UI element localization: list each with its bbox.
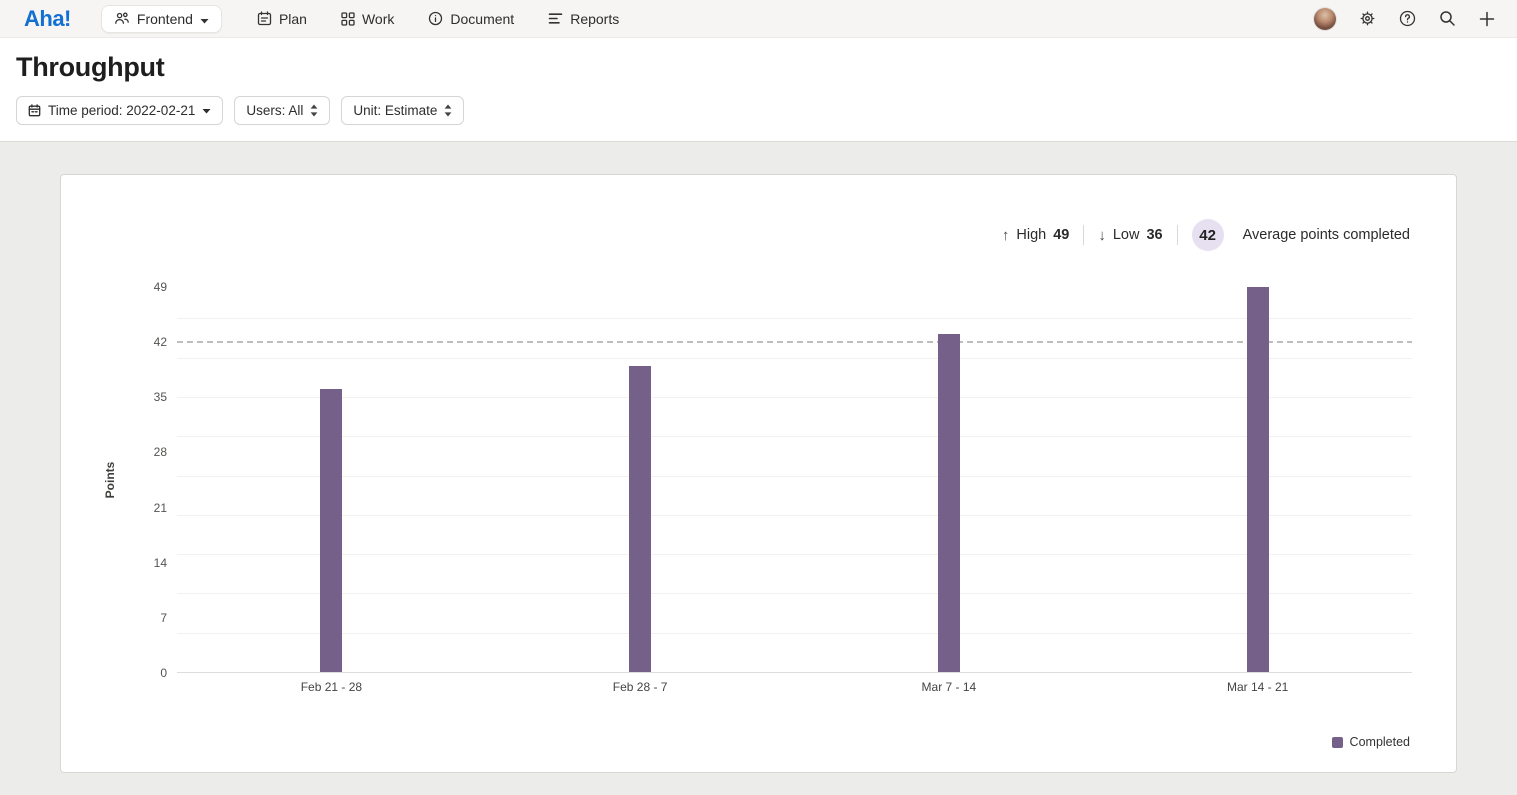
y-tick-label: 42 [153, 335, 167, 350]
x-tick-label: Mar 14 - 21 [1226, 680, 1289, 694]
y-tick-label: 35 [153, 390, 167, 405]
nav-left: Aha! Frontend [24, 4, 636, 33]
gridline [177, 514, 1412, 516]
divider [1083, 225, 1085, 245]
arrow-down-icon: ↓ [1098, 226, 1106, 244]
y-tick-label: 49 [153, 280, 167, 294]
x-tick-label: Feb 28 - 7 [612, 680, 668, 694]
page-title: Throughput [16, 52, 165, 82]
y-tick-label: 28 [153, 445, 167, 460]
settings-gear-icon[interactable] [1359, 10, 1376, 27]
info-circle-icon [428, 11, 443, 26]
nav-item-label: Plan [278, 10, 307, 27]
gridline [177, 593, 1412, 595]
primary-nav: Plan Work [240, 5, 636, 33]
calendar-icon [28, 104, 41, 117]
select-updown-icon [444, 104, 452, 117]
grid-icon [341, 11, 355, 26]
x-tick-label: Mar 7 - 14 [921, 680, 977, 694]
unit-filter-label: Unit: Estimate [353, 103, 438, 118]
legend-swatch-completed [1331, 736, 1343, 748]
select-updown-icon [310, 104, 318, 117]
nav-item-plan[interactable]: Plan [245, 5, 319, 33]
top-navigation: Aha! Frontend [0, 0, 1517, 38]
y-tick-label: 14 [153, 555, 167, 570]
gridline [177, 318, 1412, 320]
bar-mar-14-21[interactable] [1246, 287, 1269, 672]
nav-item-document[interactable]: Document [416, 5, 526, 33]
stat-high: ↑ High 49 [1002, 227, 1069, 244]
aha-logo[interactable]: Aha! [24, 5, 71, 31]
users-filter[interactable]: Users: All [234, 96, 331, 125]
nav-item-reports[interactable]: Reports [536, 5, 631, 33]
nav-item-work[interactable]: Work [329, 5, 406, 33]
nav-item-label: Reports [570, 10, 620, 27]
time-period-label: Time period: 2022-02-21 [48, 103, 196, 118]
y-tick-label: 0 [160, 666, 167, 680]
stat-low: ↓ Low 36 [1098, 227, 1162, 244]
legend-label-completed: Completed [1349, 735, 1410, 749]
user-avatar[interactable] [1314, 7, 1336, 30]
page-header: Throughput Time period: 2022-02-21 Users… [0, 38, 1517, 142]
nav-item-label: Work [361, 10, 395, 27]
gridline [177, 397, 1412, 398]
users-filter-label: Users: All [246, 103, 304, 118]
time-period-filter[interactable]: Time period: 2022-02-21 [16, 96, 224, 125]
gridline [177, 475, 1412, 477]
plot-area [177, 287, 1412, 673]
calendar-icon [257, 11, 272, 26]
nav-item-label: Document [450, 10, 515, 27]
chevron-down-icon [202, 108, 211, 114]
y-tick-label: 7 [160, 610, 167, 625]
gridline [177, 632, 1412, 634]
filter-bar: Time period: 2022-02-21 Users: All Unit:… [16, 96, 1501, 125]
add-plus-icon[interactable] [1479, 11, 1495, 27]
stat-high-value: 49 [1053, 227, 1070, 243]
stat-low-value: 36 [1146, 227, 1163, 243]
bar-feb-28-7[interactable] [629, 365, 652, 672]
workspace-people-icon [114, 11, 130, 26]
stat-average-label: Average points completed [1242, 227, 1410, 243]
chart-legend[interactable]: Completed [1331, 735, 1410, 749]
help-icon[interactable] [1399, 10, 1416, 27]
arrow-up-icon: ↑ [1001, 226, 1010, 244]
nav-right [1314, 7, 1495, 30]
x-tick-label: Feb 21 - 28 [300, 680, 363, 694]
gridline [177, 554, 1412, 556]
gridline [177, 357, 1412, 359]
report-lines-icon [548, 12, 563, 25]
x-axis-labels: Feb 21 - 28 Feb 28 - 7 Mar 7 - 14 Mar 14 - … [177, 680, 1412, 700]
y-tick-label: 21 [153, 500, 167, 515]
workspace-selector[interactable]: Frontend [100, 4, 222, 33]
stat-high-label: High [1016, 227, 1047, 243]
chevron-down-icon [200, 11, 209, 27]
chart-card: ↑ High 49 ↓ Low 36 42 Average points com… [60, 174, 1457, 773]
unit-filter[interactable]: Unit: Estimate [341, 96, 465, 125]
average-line [177, 340, 1412, 343]
gridline [177, 436, 1412, 438]
divider [1176, 225, 1178, 245]
workspace-label: Frontend [136, 10, 193, 27]
stat-average: 42 Average points completed [1191, 219, 1410, 251]
stat-low-label: Low [1112, 227, 1140, 243]
search-icon[interactable] [1439, 10, 1456, 27]
bar-mar-7-14[interactable] [937, 334, 960, 672]
average-badge: 42 [1191, 219, 1224, 251]
report-content: ↑ High 49 ↓ Low 36 42 Average points com… [0, 142, 1517, 795]
y-axis-labels: 0 7 14 21 28 35 42 49 [61, 280, 167, 680]
bar-feb-21-28[interactable] [320, 389, 343, 672]
chart-stats: ↑ High 49 ↓ Low 36 42 Average points com… [1002, 219, 1410, 251]
